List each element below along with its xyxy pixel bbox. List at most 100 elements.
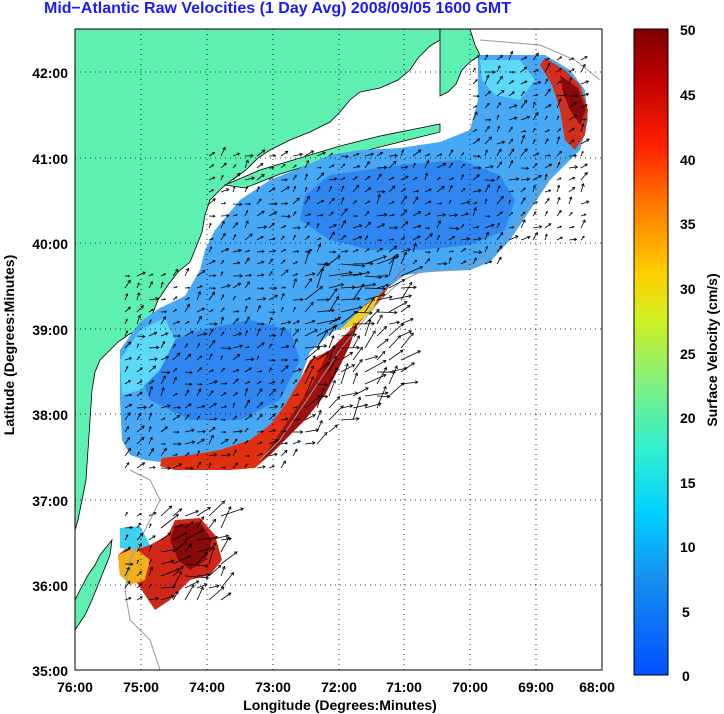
velocity-vector (220, 454, 231, 457)
velocity-vector-head (491, 70, 496, 75)
velocity-vector (580, 119, 586, 121)
velocity-vector (232, 378, 239, 385)
velocity-vector-head (283, 286, 286, 289)
velocity-vector (388, 323, 404, 337)
velocity-vector-head (512, 70, 515, 74)
velocity-vector (184, 441, 195, 445)
velocity-vector-head (329, 185, 333, 189)
velocity-vector-head (230, 572, 235, 576)
velocity-vector-head (516, 177, 520, 181)
velocity-vector-head (583, 213, 587, 216)
velocity-vector (292, 235, 296, 241)
page-title: Mid−Atlantic Raw Velocities (1 Day Avg) … (44, 0, 512, 17)
x-tick: 70:00 (452, 679, 488, 695)
velocity-vector-head (451, 177, 454, 180)
velocity-vector (388, 161, 397, 169)
velocity-vector (172, 296, 178, 301)
velocity-vector-head (512, 226, 515, 229)
velocity-vector-head (226, 536, 230, 541)
velocity-vector-head (186, 303, 190, 308)
velocity-vector (532, 232, 538, 241)
velocity-vector-head (405, 175, 409, 179)
velocity-vector-head (392, 255, 396, 260)
velocity-vector (124, 293, 128, 301)
velocity-vector (484, 198, 487, 205)
velocity-vector-head (526, 115, 531, 120)
velocity-vector (316, 263, 330, 265)
velocity-vector-head (563, 93, 568, 98)
velocity-vector-head (364, 403, 369, 408)
velocity-vector (508, 138, 514, 145)
velocity-vector (304, 442, 315, 445)
velocity-vector (340, 310, 358, 325)
velocity-vector (304, 250, 310, 265)
velocity-vector-head (190, 330, 194, 334)
velocity-vector-head (548, 104, 552, 108)
velocity-vector (280, 418, 288, 421)
velocity-vector-head (324, 382, 329, 387)
velocity-vector-head (294, 338, 298, 343)
velocity-vector (340, 306, 363, 313)
velocity-vector (148, 448, 154, 457)
velocity-vector-head (187, 286, 191, 289)
velocity-vector-head (572, 176, 576, 180)
velocity-vector (292, 175, 297, 181)
velocity-vector-head (331, 308, 335, 313)
velocity-vector (244, 281, 250, 289)
velocity-vector (184, 429, 195, 433)
velocity-vector-head (257, 355, 260, 358)
velocity-vector (520, 135, 525, 145)
velocity-vector-head (260, 441, 263, 444)
velocity-vector (352, 404, 368, 409)
velocity-vector-head (331, 197, 335, 202)
velocity-vector-head (186, 389, 190, 393)
velocity-vector (244, 399, 250, 409)
velocity-vector-head (394, 365, 398, 370)
velocity-vector-head (498, 256, 502, 260)
velocity-vector (388, 255, 396, 277)
velocity-vector-head (293, 306, 296, 310)
velocity-vector-head (326, 362, 331, 366)
velocity-vector (496, 232, 504, 241)
velocity-vector-head (334, 318, 339, 322)
velocity-vector (256, 163, 264, 169)
velocity-vector-head (319, 237, 322, 240)
velocity-vector (172, 566, 184, 577)
velocity-vector (412, 190, 419, 193)
velocity-vector (256, 274, 264, 277)
velocity-vector-head (322, 151, 326, 156)
velocity-vector (388, 365, 398, 385)
velocity-vector-head (497, 65, 501, 69)
velocity-vector (484, 261, 492, 265)
velocity-vector (556, 56, 562, 61)
velocity-vector (124, 412, 131, 421)
velocity-vector-head (344, 208, 348, 212)
velocity-vector-head (385, 283, 390, 288)
velocity-vector-head (137, 559, 139, 562)
velocity-vector (316, 351, 330, 361)
velocity-vector (340, 298, 360, 301)
velocity-vector-head (306, 221, 310, 225)
velocity-vector (580, 151, 584, 157)
velocity-vector (532, 69, 539, 73)
y-tick: 37:00 (32, 493, 68, 509)
velocity-vector-head (137, 451, 140, 454)
velocity-vector (496, 211, 503, 217)
velocity-vector-head (127, 546, 131, 550)
velocity-vector (508, 126, 513, 133)
velocity-vector-head (293, 234, 296, 238)
velocity-vector (316, 395, 328, 398)
velocity-vector-head (345, 362, 349, 367)
velocity-vector-head (332, 379, 336, 384)
velocity-vector-head (584, 171, 588, 176)
velocity-vector-head (535, 93, 539, 97)
velocity-vector-head (510, 126, 513, 130)
velocity-vector (148, 467, 156, 469)
velocity-vector (208, 542, 216, 553)
velocity-vector (136, 380, 142, 385)
velocity-vector (568, 57, 574, 61)
velocity-vector (280, 150, 289, 157)
velocity-vector (220, 368, 225, 373)
velocity-vector-head (449, 184, 453, 189)
velocity-vector-head (141, 425, 145, 429)
